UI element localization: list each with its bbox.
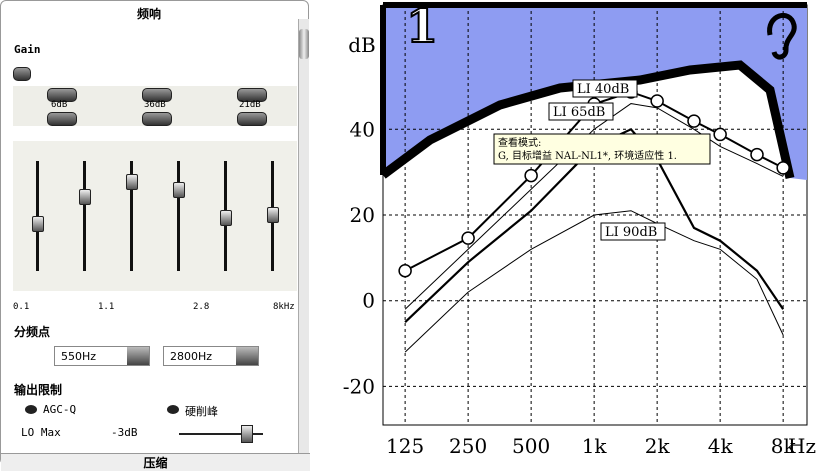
gain-label: Gain	[14, 43, 41, 56]
series-line	[404, 210, 784, 353]
ear-icon	[767, 12, 797, 60]
gain-up[interactable]	[142, 88, 172, 102]
crossover-dropdown[interactable]: 550Hz	[54, 346, 150, 366]
slider[interactable]	[220, 210, 232, 226]
lo-max-track	[179, 433, 263, 435]
x-unit: Hz	[788, 434, 816, 458]
dropdown-value: 2800Hz	[170, 350, 213, 363]
ucl-frame	[380, 2, 807, 175]
y-tick-label: 40	[350, 117, 375, 141]
target-point	[713, 127, 727, 142]
ucl-region	[383, 5, 807, 180]
scrollbar[interactable]	[298, 19, 309, 459]
target-point	[776, 161, 790, 175]
crossover-label: 分频点	[14, 325, 51, 339]
gain-up[interactable]	[47, 88, 77, 102]
annotation-title: 查看模式:	[498, 136, 541, 149]
x-tick-label: 8k	[771, 434, 797, 458]
series-label: LI 90dB	[605, 225, 657, 240]
radio[interactable]	[167, 405, 179, 414]
target-point	[650, 94, 664, 108]
panel-title: 频响	[136, 7, 161, 21]
gain-value: 21dB	[239, 100, 261, 110]
output-limit-label: 输出限制	[14, 383, 63, 397]
series-label-box	[548, 102, 614, 121]
crossover-dropdown[interactable]: 2800Hz	[163, 346, 259, 366]
x-tick-label: 4k	[708, 434, 734, 458]
freq-label: 1.1	[98, 302, 115, 312]
slider[interactable]	[32, 216, 44, 232]
radio-label: AGC-Q	[43, 403, 77, 416]
scroll-thumb[interactable]	[299, 29, 309, 59]
lo-max-value: -3dB	[111, 426, 138, 439]
target-point	[398, 263, 412, 278]
radio[interactable]	[25, 405, 37, 414]
freq-label: 2.8	[193, 302, 210, 312]
next-section: 压缩	[1, 453, 310, 471]
series-label: LI 65dB	[553, 105, 605, 120]
slider[interactable]	[79, 189, 91, 205]
series-label-box	[600, 222, 666, 241]
dropdown-value: 550Hz	[61, 350, 97, 363]
y-tick-label: 20	[350, 203, 375, 227]
y-tick-label: 0	[362, 289, 375, 313]
y-axis-label: dB	[348, 33, 376, 57]
slider[interactable]	[173, 182, 185, 198]
gain-value: 6dB	[51, 100, 68, 110]
annotation-text: G, 目标增益 NAL-NL1*, 环境适应性 1.	[498, 149, 677, 162]
target-point	[524, 168, 538, 183]
freq-label: 8kHz	[273, 302, 295, 312]
lo-max-slider[interactable]	[241, 425, 253, 443]
gain-down[interactable]	[237, 112, 267, 126]
x-tick-label: 125	[386, 434, 424, 458]
program-number: 1	[406, 0, 438, 53]
x-tick-label: 1k	[582, 434, 608, 458]
chart: 1 dB Hz 查看模式: G, 目标增益 NAL-NL1*, 环境适应性 1.…	[343, 0, 816, 458]
ucl-boundary	[380, 60, 795, 179]
x-tick-label: 2k	[645, 434, 671, 458]
gain-value: 36dB	[144, 100, 166, 110]
lo-max-label: LO Max	[21, 426, 61, 439]
radio-label: 硬削峰	[185, 405, 218, 418]
target-point	[750, 147, 764, 162]
x-tick-label: 500	[512, 434, 550, 458]
y-tick-label: -20	[343, 374, 375, 398]
series-line	[404, 103, 784, 310]
series-label-box	[572, 79, 638, 98]
left-panel: 频响 Gain 6dB 36dB 21dB 0.1 1.1 2.8 8kHz 分…	[0, 0, 310, 471]
target-point	[461, 231, 475, 245]
series-label: LI 40dB	[577, 82, 629, 97]
gain-up[interactable]	[237, 88, 267, 102]
slider-area	[13, 141, 297, 291]
link-button[interactable]	[13, 67, 31, 81]
gain-down[interactable]	[142, 112, 172, 126]
annotation: 查看模式: G, 目标增益 NAL-NL1*, 环境适应性 1.	[493, 133, 711, 165]
gain-down[interactable]	[47, 112, 77, 126]
slider[interactable]	[126, 174, 138, 190]
x-tick-label: 250	[449, 434, 487, 458]
series-line	[404, 90, 784, 272]
annotation-box	[493, 133, 711, 165]
target-point	[687, 114, 701, 128]
freq-label: 0.1	[13, 302, 30, 312]
slider[interactable]	[267, 207, 279, 223]
